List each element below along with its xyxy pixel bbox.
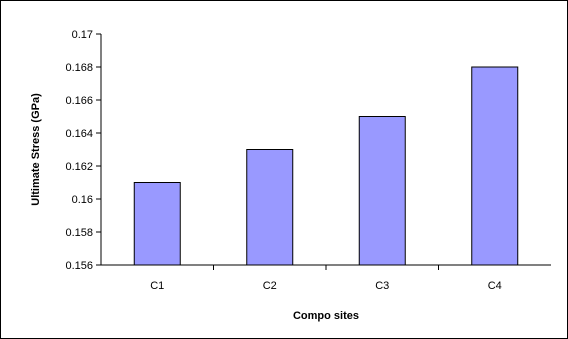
x-tick-label-c1: C1 xyxy=(150,280,164,292)
y-axis-ticks: 0.156 0.158 0.16 0.162 0.164 0.166 0.168 0.17 xyxy=(65,29,101,272)
bars xyxy=(133,66,519,266)
y-tick-label: 0.17 xyxy=(72,29,93,41)
x-axis-ticks: C1 C2 C3 C4 xyxy=(150,265,502,292)
y-tick-label: 0.156 xyxy=(65,260,93,272)
y-axis-title: Ultimate Stress (GPa) xyxy=(30,93,42,206)
x-tick-label-c2: C2 xyxy=(263,280,277,292)
y-tick-label: 0.158 xyxy=(65,227,93,239)
y-tick-label: 0.164 xyxy=(65,128,93,140)
bar-c1 xyxy=(133,182,181,266)
bar-c4 xyxy=(471,66,519,266)
bar-c2 xyxy=(246,149,294,266)
x-tick-label-c4: C4 xyxy=(488,280,502,292)
x-tick-label-c3: C3 xyxy=(375,280,389,292)
y-tick-label: 0.162 xyxy=(65,161,93,173)
x-axis-title: Compo sites xyxy=(293,310,359,322)
y-tick-label: 0.16 xyxy=(72,194,93,206)
bar-c3 xyxy=(358,116,406,266)
y-tick-label: 0.168 xyxy=(65,62,93,74)
y-tick-label: 0.166 xyxy=(65,95,93,107)
